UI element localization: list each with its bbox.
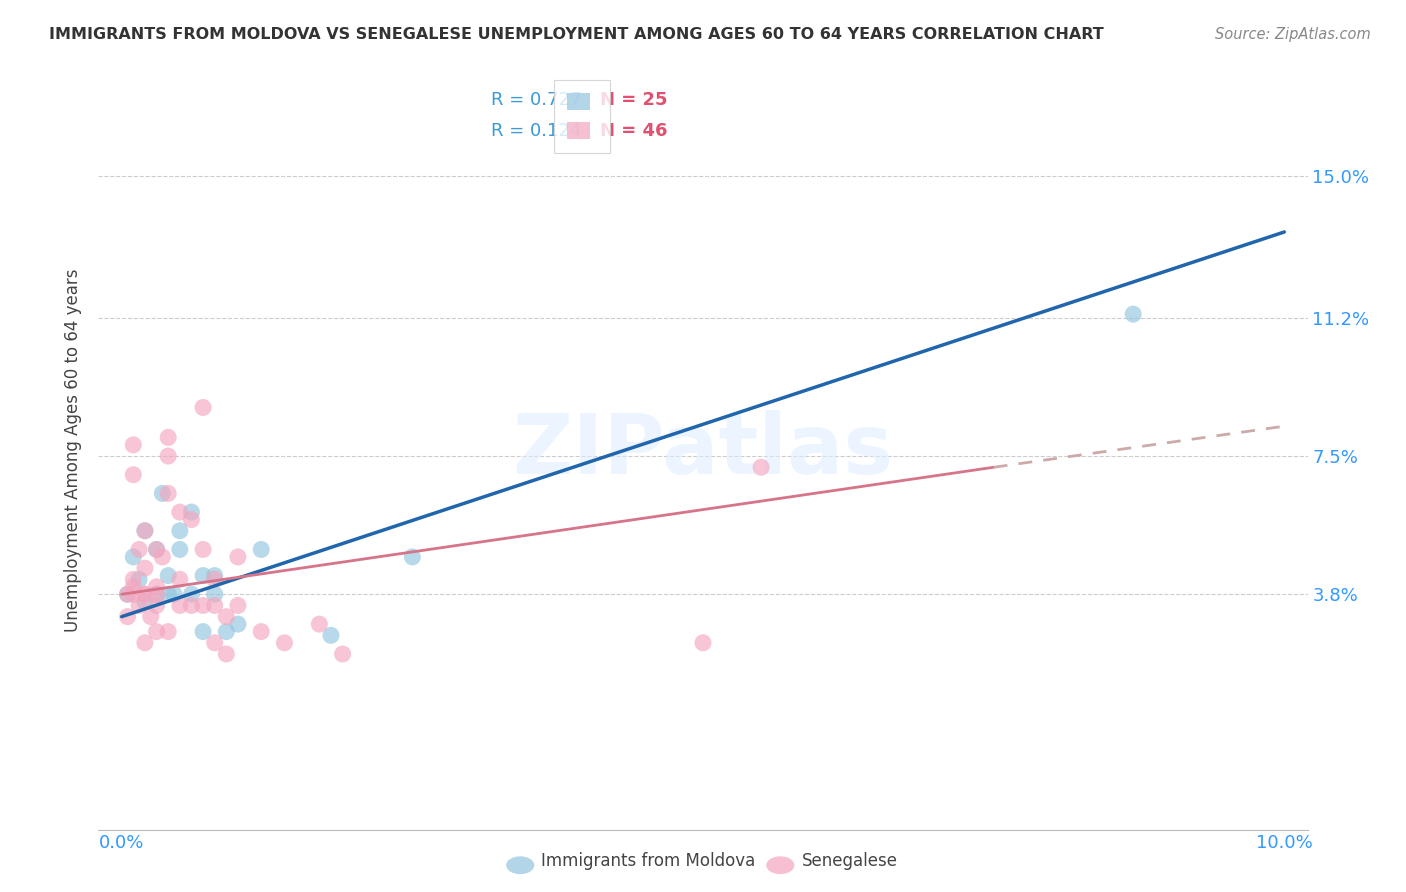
Point <box>128 542 150 557</box>
Text: R = 0.124: R = 0.124 <box>492 122 582 140</box>
Point <box>215 647 238 661</box>
Point <box>169 599 191 613</box>
Point <box>145 580 167 594</box>
Point <box>163 587 186 601</box>
Point <box>117 587 139 601</box>
Point <box>122 549 145 564</box>
Text: N = 46: N = 46 <box>600 122 668 140</box>
Point <box>204 568 226 582</box>
Point <box>145 542 167 557</box>
Point <box>122 467 145 482</box>
Point <box>204 587 226 601</box>
Point <box>128 572 150 586</box>
Point <box>250 624 273 639</box>
Point <box>134 636 156 650</box>
Point <box>139 609 162 624</box>
Y-axis label: Unemployment Among Ages 60 to 64 years: Unemployment Among Ages 60 to 64 years <box>65 268 83 632</box>
Point <box>273 636 295 650</box>
Text: Immigrants from Moldova: Immigrants from Moldova <box>541 852 755 870</box>
Point <box>204 636 226 650</box>
Point <box>122 587 145 601</box>
Point <box>122 438 145 452</box>
Point <box>145 587 167 601</box>
Point <box>122 580 145 594</box>
Point <box>169 572 191 586</box>
Point <box>117 609 139 624</box>
Point <box>215 609 238 624</box>
Point <box>180 505 202 519</box>
Text: Senegalese: Senegalese <box>801 852 897 870</box>
Text: IMMIGRANTS FROM MOLDOVA VS SENEGALESE UNEMPLOYMENT AMONG AGES 60 TO 64 YEARS COR: IMMIGRANTS FROM MOLDOVA VS SENEGALESE UN… <box>49 27 1104 42</box>
Point <box>134 587 156 601</box>
Point <box>157 568 180 582</box>
Text: Source: ZipAtlas.com: Source: ZipAtlas.com <box>1215 27 1371 42</box>
Point <box>180 512 202 526</box>
Point <box>128 599 150 613</box>
Point <box>191 542 214 557</box>
Point <box>157 430 180 444</box>
Point <box>145 599 167 613</box>
Point <box>749 460 772 475</box>
Point <box>191 568 214 582</box>
Point <box>169 542 191 557</box>
Point <box>157 587 180 601</box>
Point <box>332 647 354 661</box>
Point <box>157 449 180 463</box>
Legend: , : , <box>554 80 610 153</box>
Point <box>145 587 167 601</box>
Point <box>250 542 273 557</box>
Point <box>692 636 714 650</box>
Point <box>204 572 226 586</box>
Point <box>134 595 156 609</box>
Point <box>117 587 139 601</box>
Point <box>157 486 180 500</box>
Point <box>226 549 249 564</box>
Point <box>180 587 202 601</box>
Point <box>319 628 342 642</box>
Point <box>150 549 173 564</box>
Point <box>191 599 214 613</box>
Point <box>308 617 330 632</box>
Point <box>134 561 156 575</box>
Point <box>122 572 145 586</box>
Point <box>180 599 202 613</box>
Text: N = 25: N = 25 <box>600 92 668 110</box>
Text: R = 0.727: R = 0.727 <box>492 92 582 110</box>
Point <box>145 542 167 557</box>
Point <box>401 549 423 564</box>
Point <box>150 486 173 500</box>
Point <box>134 524 156 538</box>
Point <box>226 599 249 613</box>
Point <box>169 524 191 538</box>
Point <box>191 624 214 639</box>
Point <box>1122 307 1144 321</box>
Point <box>134 587 156 601</box>
Point <box>191 401 214 415</box>
Point <box>204 599 226 613</box>
Point <box>145 624 167 639</box>
Point <box>226 617 249 632</box>
Point <box>215 624 238 639</box>
Text: ZIPatlas: ZIPatlas <box>513 410 893 491</box>
Point <box>134 524 156 538</box>
Point <box>169 505 191 519</box>
Point <box>157 624 180 639</box>
